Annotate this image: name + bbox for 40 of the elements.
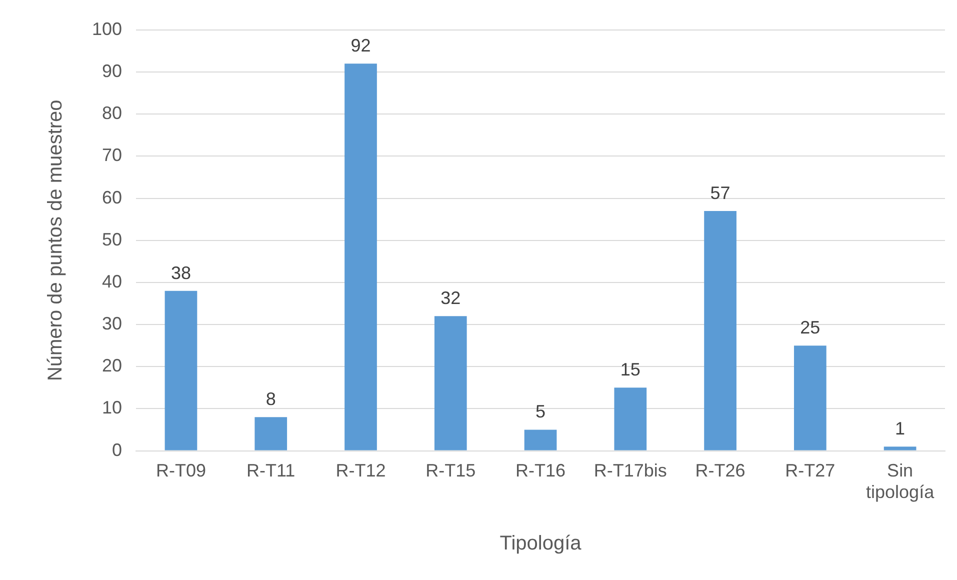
bar xyxy=(524,430,557,450)
x-tick-label: R-T12 xyxy=(336,460,386,481)
x-axis-title: Tipología xyxy=(500,532,582,555)
data-label: 32 xyxy=(440,288,461,308)
data-label: 38 xyxy=(170,262,191,283)
y-tick-label: 50 xyxy=(102,229,122,250)
data-label: 1 xyxy=(895,418,906,439)
y-tick-label: 100 xyxy=(92,18,122,39)
y-tick-label: 20 xyxy=(102,356,122,376)
x-tick-label: R-T11 xyxy=(246,460,296,481)
y-tick-label: 80 xyxy=(102,103,122,124)
y-tick-label: 40 xyxy=(102,271,122,292)
x-tick-label: R-T27 xyxy=(785,460,836,481)
y-tick-label: 60 xyxy=(102,187,122,208)
y-axis-title: Número de puntos de muestreo xyxy=(44,100,67,382)
bar xyxy=(254,417,288,450)
y-tick-label: 10 xyxy=(102,398,122,418)
data-label: 15 xyxy=(620,360,640,380)
y-tick-label: 30 xyxy=(102,314,122,334)
bar xyxy=(884,446,916,450)
x-tick-label: Sin tipología xyxy=(866,460,936,502)
x-tick-label: R-T16 xyxy=(516,460,566,481)
y-tick-label: 0 xyxy=(112,440,122,460)
x-tick-label: R-T09 xyxy=(156,460,206,481)
bar xyxy=(704,210,736,450)
data-label: 5 xyxy=(536,402,546,422)
bar xyxy=(164,290,198,450)
x-tick-label: R-T26 xyxy=(695,460,746,481)
data-label: 8 xyxy=(266,389,276,410)
y-tick-label: 90 xyxy=(102,61,122,82)
y-tick-label: 70 xyxy=(102,145,122,166)
x-tick-label: R-T15 xyxy=(426,460,476,481)
x-tick-label: R-T17bis xyxy=(594,460,667,481)
data-label: 25 xyxy=(800,318,820,338)
bar xyxy=(794,346,826,450)
data-label: 57 xyxy=(710,182,730,203)
bar xyxy=(344,64,377,450)
bar xyxy=(434,316,467,450)
bar xyxy=(614,388,647,450)
data-label: 92 xyxy=(350,36,371,56)
